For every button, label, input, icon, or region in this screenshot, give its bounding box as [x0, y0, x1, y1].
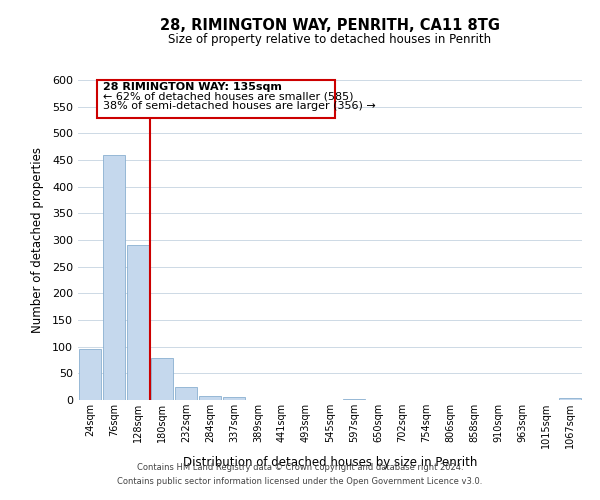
Text: Contains HM Land Registry data © Crown copyright and database right 2024.: Contains HM Land Registry data © Crown c… — [137, 464, 463, 472]
Text: 28, RIMINGTON WAY, PENRITH, CA11 8TG: 28, RIMINGTON WAY, PENRITH, CA11 8TG — [160, 18, 500, 32]
Bar — [559, 398, 581, 400]
Text: Contains public sector information licensed under the Open Government Licence v3: Contains public sector information licen… — [118, 477, 482, 486]
X-axis label: Distribution of detached houses by size in Penrith: Distribution of detached houses by size … — [183, 456, 477, 469]
Bar — [223, 398, 245, 400]
Bar — [151, 358, 173, 400]
Bar — [79, 350, 101, 400]
Y-axis label: Number of detached properties: Number of detached properties — [31, 147, 44, 333]
Bar — [199, 396, 221, 400]
Bar — [127, 246, 149, 400]
Bar — [175, 386, 197, 400]
Text: Size of property relative to detached houses in Penrith: Size of property relative to detached ho… — [169, 32, 491, 46]
Text: 28 RIMINGTON WAY: 135sqm: 28 RIMINGTON WAY: 135sqm — [103, 82, 282, 92]
Text: ← 62% of detached houses are smaller (585): ← 62% of detached houses are smaller (58… — [103, 92, 354, 102]
Text: 38% of semi-detached houses are larger (356) →: 38% of semi-detached houses are larger (… — [103, 102, 376, 112]
Bar — [343, 399, 365, 400]
Bar — [103, 154, 125, 400]
FancyBboxPatch shape — [97, 80, 335, 118]
